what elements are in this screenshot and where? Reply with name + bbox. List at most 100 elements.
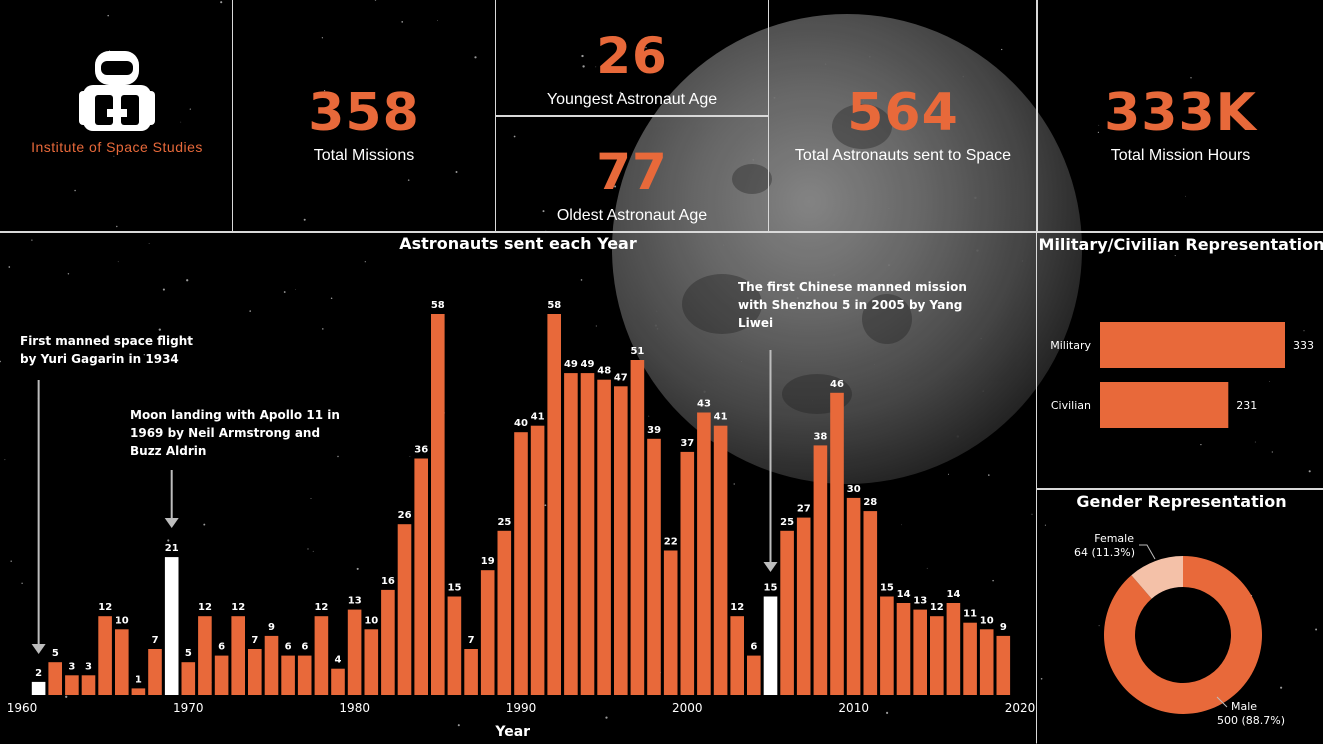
star <box>513 135 516 138</box>
bar-1963[interactable] <box>65 675 79 695</box>
bar-1988[interactable] <box>480 570 495 695</box>
bar-2015[interactable] <box>930 616 944 695</box>
bar-1967[interactable] <box>131 688 146 695</box>
bar-1987[interactable] <box>464 649 478 695</box>
bar-2004[interactable] <box>747 655 761 695</box>
bar-label-2009: 46 <box>830 379 844 390</box>
star <box>901 524 903 526</box>
star <box>886 711 889 714</box>
star <box>180 121 182 123</box>
bar-military[interactable] <box>1100 322 1285 368</box>
bar-1965[interactable] <box>98 616 112 695</box>
star <box>283 291 286 293</box>
bar-1978[interactable] <box>314 616 329 695</box>
star <box>189 108 191 110</box>
youngest-age-value: 26 <box>596 27 668 85</box>
bar-1970[interactable] <box>181 662 196 695</box>
bar-1973[interactable] <box>231 616 245 695</box>
bar-2009[interactable] <box>830 392 844 695</box>
bar-1982[interactable] <box>381 589 395 695</box>
bar-1997[interactable] <box>630 360 645 695</box>
military-civilian-title: Military/Civilian Representation <box>1038 235 1323 254</box>
bar-1999[interactable] <box>663 550 678 696</box>
bar-2001[interactable] <box>697 412 711 696</box>
bar-1993[interactable] <box>564 373 578 695</box>
bar-1989[interactable] <box>497 530 512 695</box>
annotation-gagarin: First manned space flight by Yuri Gagari… <box>20 332 220 368</box>
bar-2010[interactable] <box>846 497 861 695</box>
annotation-gagarin-line-2: by Yuri Gagarin in 1934 <box>20 352 179 366</box>
bar-2014[interactable] <box>913 609 927 695</box>
bar-1985[interactable] <box>431 314 445 695</box>
star <box>1044 524 1046 526</box>
bar-2012[interactable] <box>880 596 894 696</box>
bar-1966[interactable] <box>115 629 129 695</box>
bar-label-1962: 5 <box>52 648 59 659</box>
bar-1995[interactable] <box>597 379 611 695</box>
bar-1968[interactable] <box>148 649 162 695</box>
bar-1961[interactable] <box>31 681 46 695</box>
bar-label-1961: 2 <box>35 668 42 679</box>
bar-2013[interactable] <box>896 603 911 695</box>
bar-1991[interactable] <box>530 425 545 695</box>
bar-label-2018: 10 <box>980 615 994 626</box>
bar-2019[interactable] <box>996 635 1011 695</box>
bar-label-2001: 43 <box>697 399 711 410</box>
star <box>1031 513 1033 515</box>
bar-civilian[interactable] <box>1100 382 1229 428</box>
mission-hours-label: Total Mission Hours <box>1110 147 1251 164</box>
star <box>65 695 68 698</box>
bar-2003[interactable] <box>730 616 744 695</box>
bar-label-1978: 12 <box>314 602 328 613</box>
bar-1996[interactable] <box>614 386 628 695</box>
bar-label-1976: 6 <box>285 642 292 653</box>
bar-1971[interactable] <box>198 616 212 695</box>
bar-1976[interactable] <box>281 655 295 695</box>
bar-1992[interactable] <box>547 314 561 695</box>
bar-1998[interactable] <box>647 438 661 695</box>
bar-1981[interactable] <box>364 629 379 695</box>
bar-1972[interactable] <box>214 655 229 695</box>
bar-label-1974: 7 <box>251 635 258 646</box>
bar-1990[interactable] <box>514 432 528 695</box>
star <box>8 266 11 268</box>
kpi-oldest-age: 77 Oldest Astronaut Age <box>495 116 769 232</box>
bar-1986[interactable] <box>447 596 462 696</box>
bar-label-1963: 3 <box>68 661 75 672</box>
star <box>544 504 547 507</box>
bar-2011[interactable] <box>863 511 878 695</box>
bar-2018[interactable] <box>979 629 994 695</box>
bar-1962[interactable] <box>48 662 62 695</box>
star <box>648 415 650 417</box>
bar-1994[interactable] <box>580 373 595 695</box>
bar-2005[interactable] <box>763 596 778 696</box>
bar-2016[interactable] <box>946 603 961 695</box>
star <box>167 539 170 542</box>
bar-1977[interactable] <box>297 655 312 695</box>
star <box>1271 451 1273 453</box>
bar-1975[interactable] <box>264 635 279 695</box>
bar-label-1970: 5 <box>185 648 192 659</box>
mission-hours-value: 333K <box>1104 83 1257 143</box>
star <box>364 261 366 263</box>
bar-1974[interactable] <box>248 649 262 695</box>
bar-2008[interactable] <box>813 445 828 695</box>
slice-female[interactable] <box>1131 556 1183 599</box>
star <box>401 21 404 23</box>
star <box>926 567 928 569</box>
bar-1979[interactable] <box>331 668 345 695</box>
bar-1983[interactable] <box>397 524 412 695</box>
bar-2000[interactable] <box>680 451 695 695</box>
bar-2017[interactable] <box>963 622 977 695</box>
bar-label-1982: 16 <box>381 576 395 587</box>
bar-1980[interactable] <box>347 609 362 695</box>
bar-1964[interactable] <box>81 675 96 695</box>
bar-2007[interactable] <box>796 517 811 695</box>
bar-1984[interactable] <box>414 458 428 696</box>
star <box>220 1 223 4</box>
bar-2006[interactable] <box>780 530 794 695</box>
star <box>619 91 622 94</box>
bar-1969[interactable] <box>164 557 179 695</box>
bar-2002[interactable] <box>713 425 728 695</box>
slice-male[interactable] <box>1104 556 1262 714</box>
